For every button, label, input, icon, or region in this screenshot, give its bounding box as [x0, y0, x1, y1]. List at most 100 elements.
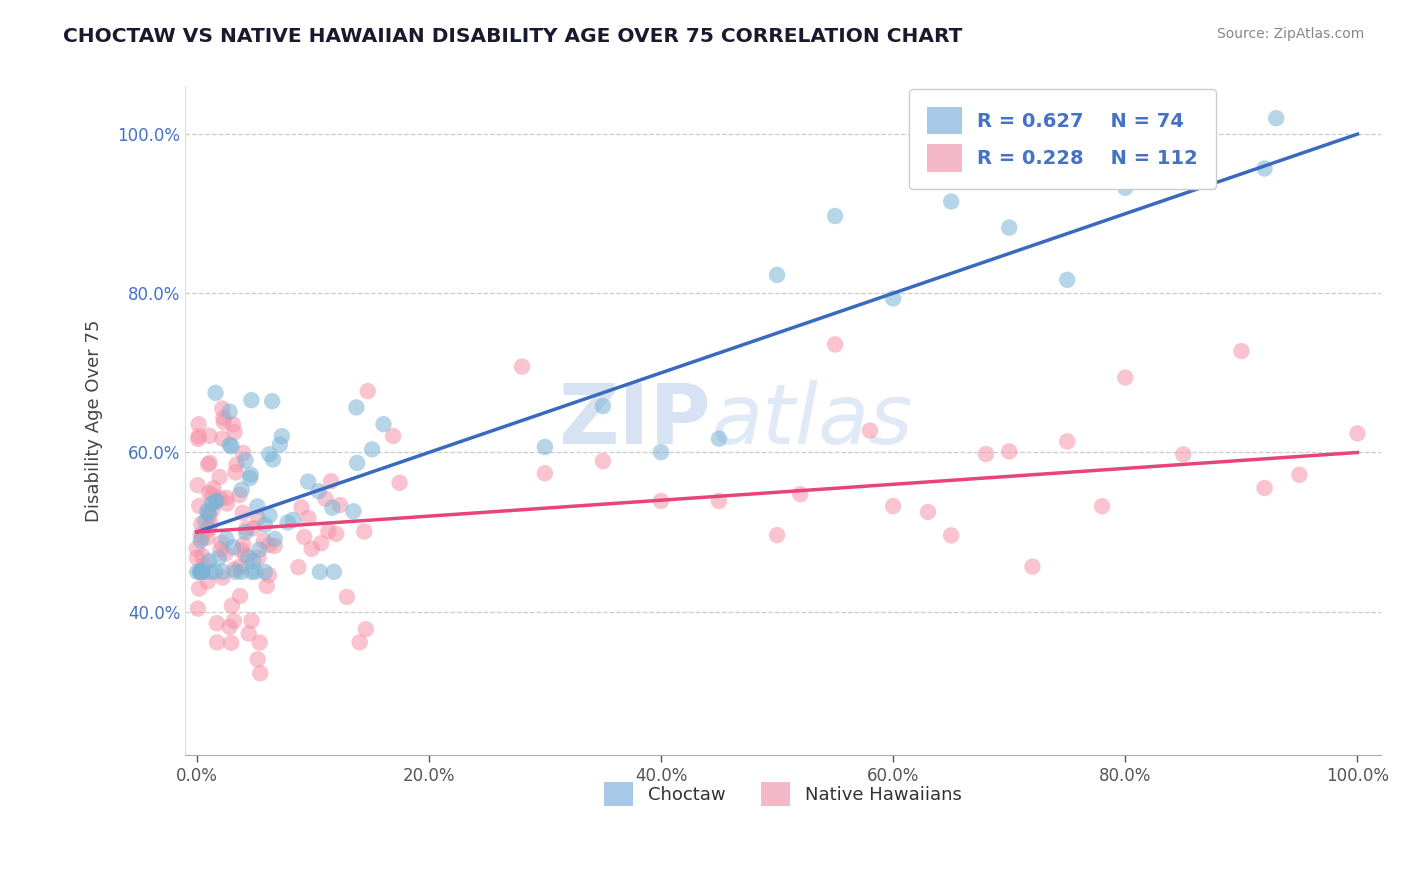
Text: Source: ZipAtlas.com: Source: ZipAtlas.com: [1216, 27, 1364, 41]
Point: [222, 614, 245, 628]
Point: [222, 417, 245, 432]
Point: [262, 452, 284, 467]
Point: [215, 491, 238, 505]
Point: [239, 471, 262, 485]
Point: [323, 565, 346, 579]
Point: [319, 474, 342, 488]
Point: [941, 528, 963, 542]
Point: [246, 500, 269, 514]
Point: [270, 429, 292, 443]
Point: [263, 539, 285, 553]
Point: [301, 541, 323, 556]
Point: [357, 384, 380, 398]
Point: [212, 415, 235, 429]
Point: [650, 445, 672, 459]
Point: [214, 547, 236, 561]
Point: [318, 524, 340, 539]
Point: [238, 550, 260, 565]
Point: [187, 432, 209, 446]
Point: [191, 565, 214, 579]
Legend: Choctaw, Native Hawaiians: Choctaw, Native Hawaiians: [598, 775, 969, 813]
Point: [1230, 344, 1253, 359]
Point: [257, 538, 280, 552]
Point: [225, 458, 247, 472]
Point: [205, 493, 228, 508]
Point: [211, 401, 233, 416]
Point: [197, 506, 219, 520]
Point: [247, 542, 270, 557]
Point: [269, 437, 291, 451]
Point: [198, 429, 221, 443]
Point: [195, 531, 218, 545]
Point: [194, 514, 217, 528]
Point: [1173, 447, 1195, 461]
Point: [238, 626, 260, 640]
Point: [707, 432, 730, 446]
Point: [208, 470, 231, 484]
Point: [208, 550, 231, 565]
Point: [198, 509, 221, 524]
Point: [882, 499, 904, 513]
Point: [256, 579, 278, 593]
Point: [373, 417, 395, 432]
Point: [204, 495, 226, 509]
Y-axis label: Disability Age Over 75: Disability Age Over 75: [86, 319, 103, 522]
Point: [218, 438, 240, 452]
Point: [211, 565, 233, 579]
Point: [1173, 112, 1195, 126]
Point: [186, 541, 208, 556]
Point: [187, 478, 209, 492]
Point: [229, 543, 252, 558]
Point: [941, 194, 963, 209]
Point: [1253, 161, 1275, 176]
Point: [198, 554, 221, 568]
Point: [253, 565, 276, 579]
Text: CHOCTAW VS NATIVE HAWAIIAN DISABILITY AGE OVER 75 CORRELATION CHART: CHOCTAW VS NATIVE HAWAIIAN DISABILITY AG…: [63, 27, 963, 45]
Point: [209, 542, 232, 557]
Point: [346, 456, 368, 470]
Point: [201, 488, 224, 502]
Point: [209, 491, 232, 506]
Point: [204, 385, 226, 400]
Point: [329, 498, 352, 512]
Point: [281, 513, 304, 527]
Point: [232, 537, 254, 551]
Point: [188, 499, 211, 513]
Point: [228, 488, 250, 502]
Point: [221, 599, 243, 613]
Point: [235, 522, 257, 536]
Point: [198, 565, 221, 579]
Point: [510, 359, 533, 374]
Point: [187, 601, 209, 615]
Point: [232, 446, 254, 460]
Point: [287, 560, 309, 574]
Point: [766, 268, 789, 282]
Point: [197, 458, 219, 472]
Point: [1346, 426, 1368, 441]
Point: [224, 562, 246, 576]
Point: [212, 410, 235, 425]
Text: atlas: atlas: [711, 380, 912, 461]
Point: [325, 527, 347, 541]
Point: [205, 616, 228, 631]
Point: [1114, 370, 1136, 384]
Point: [859, 424, 882, 438]
Point: [353, 524, 375, 539]
Point: [240, 614, 263, 628]
Point: [1288, 467, 1310, 482]
Point: [262, 394, 284, 409]
Point: [204, 565, 226, 579]
Point: [231, 483, 253, 497]
Point: [247, 550, 270, 565]
Point: [231, 565, 253, 579]
Point: [253, 517, 276, 532]
Point: [1021, 559, 1043, 574]
Point: [190, 565, 212, 579]
Point: [361, 442, 384, 457]
Point: [388, 475, 411, 490]
Point: [225, 565, 247, 579]
Point: [229, 559, 252, 574]
Point: [211, 570, 233, 584]
Point: [239, 467, 262, 482]
Point: [211, 536, 233, 550]
